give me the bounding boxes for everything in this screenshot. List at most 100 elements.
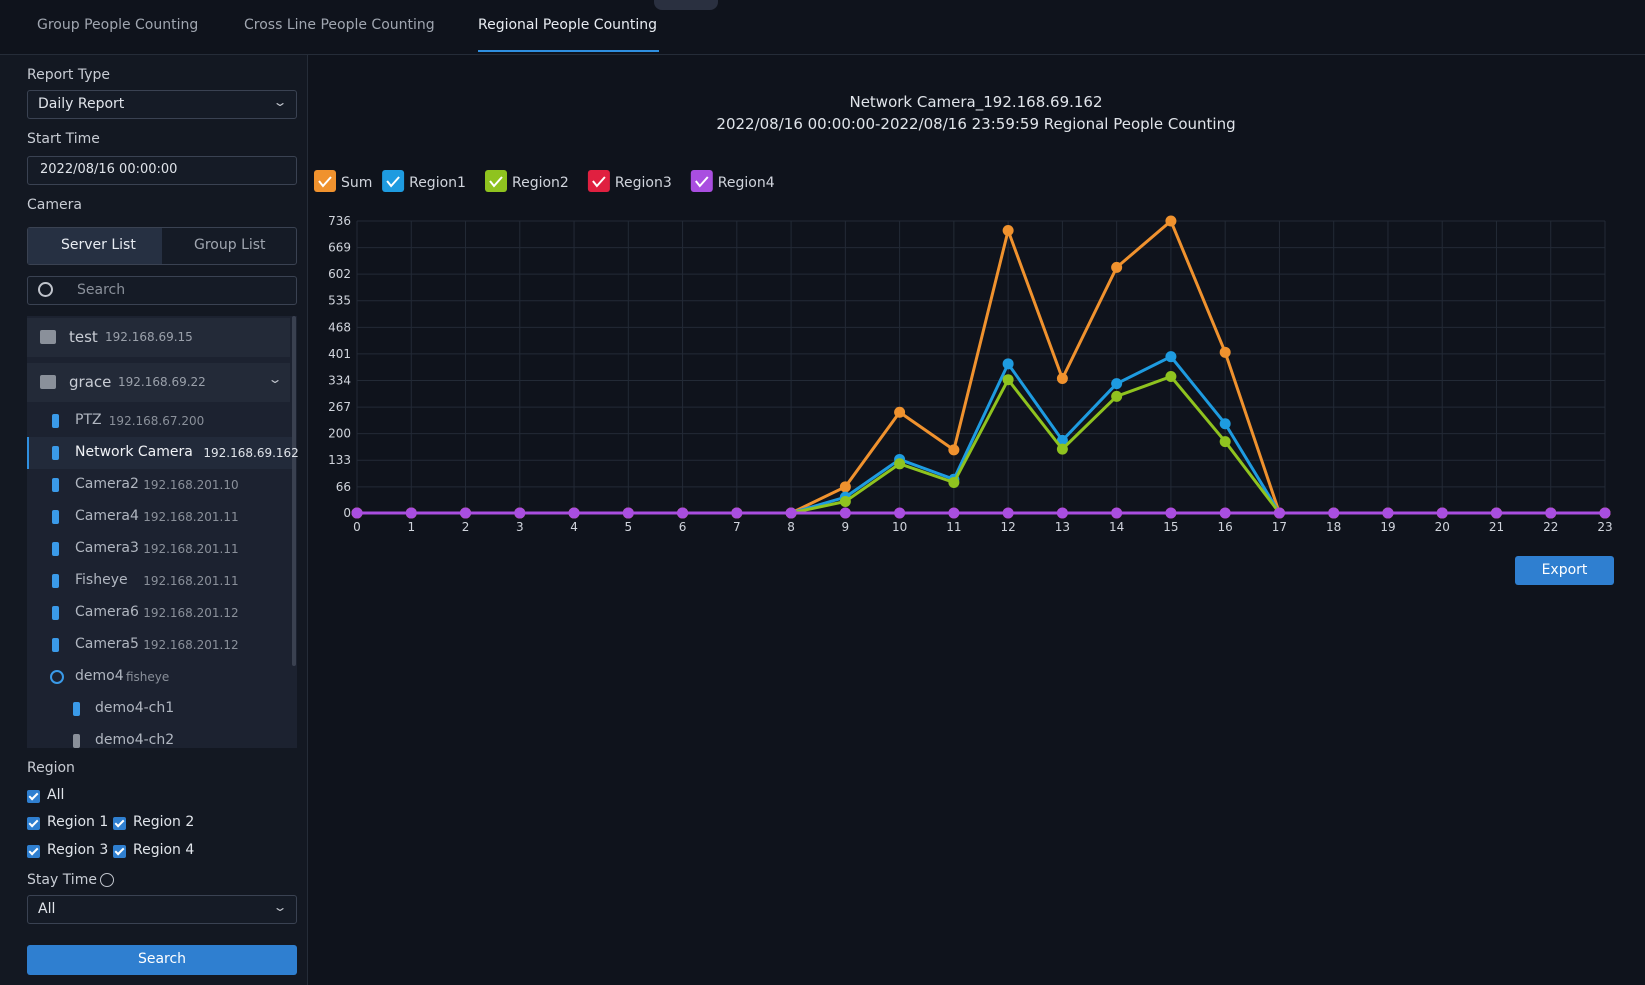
x-tick-label: 5 (624, 520, 632, 534)
x-tick-label: 8 (787, 520, 795, 534)
collapse-handle[interactable] (654, 0, 718, 10)
server-icon (40, 375, 56, 389)
active-tab-indicator (478, 50, 659, 52)
x-tick-label: 17 (1272, 520, 1287, 534)
legend-checkbox[interactable] (314, 170, 336, 192)
camera-icon (50, 670, 64, 684)
dropdown[interactable] (27, 895, 297, 924)
x-tick-label: 19 (1380, 520, 1395, 534)
checkbox[interactable] (27, 817, 40, 830)
y-tick-label: 334 (328, 373, 351, 387)
x-tick-label: 0 (353, 520, 361, 534)
legend-checkbox[interactable] (587, 170, 610, 192)
legend-check (592, 176, 606, 188)
x-tick-label: 16 (1218, 520, 1233, 534)
y-tick-label: 669 (328, 241, 351, 255)
data-point (1111, 378, 1123, 390)
x-tick-label: 18 (1326, 520, 1341, 534)
camera-name[interactable]: Camera2 (75, 476, 139, 492)
server-row[interactable] (27, 363, 290, 402)
data-point (514, 507, 526, 519)
camera-name[interactable]: Network Camera (75, 444, 193, 460)
server-icon (40, 330, 56, 344)
data-point (948, 507, 960, 519)
data-point (894, 458, 906, 470)
camera-name[interactable]: Camera4 (75, 508, 139, 524)
search-input[interactable] (27, 276, 297, 305)
tab[interactable]: Group People Counting (37, 17, 199, 33)
data-point (1219, 418, 1231, 430)
legend-checkbox[interactable] (690, 170, 713, 192)
input[interactable] (27, 156, 297, 185)
checkbox[interactable] (113, 817, 126, 830)
data-point (1111, 390, 1123, 402)
camera-icon (52, 510, 59, 524)
data-point (1056, 373, 1068, 385)
camera-name[interactable]: Camera6 (75, 604, 139, 620)
tab[interactable]: Regional People Counting (478, 17, 658, 33)
data-point (1273, 507, 1285, 519)
legend-label: Region3 (615, 175, 672, 191)
server-ip: 192.168.69.22 (118, 375, 206, 389)
camera-icon (52, 446, 59, 460)
info-icon (100, 873, 114, 887)
x-tick-label: 23 (1597, 520, 1612, 534)
legend-checkbox[interactable] (485, 170, 507, 192)
camera-name[interactable]: Camera3 (75, 540, 139, 556)
x-tick-label: 1 (407, 520, 415, 534)
export-button[interactable] (1515, 556, 1614, 585)
data-point (1545, 507, 1557, 519)
x-tick-label: 9 (842, 520, 850, 534)
checkbox-label: Region 2 (133, 814, 195, 830)
data-point (460, 507, 472, 519)
dropdown[interactable] (27, 90, 297, 119)
checkbox[interactable] (27, 790, 40, 803)
x-tick-label: 13 (1055, 520, 1070, 534)
server-row[interactable] (27, 318, 290, 357)
checkbox[interactable] (27, 845, 40, 858)
data-point (1382, 507, 1394, 519)
y-tick-label: 0 (343, 506, 351, 520)
toggle-option[interactable]: Server List (61, 237, 136, 253)
data-point (839, 507, 851, 519)
camera-name[interactable]: demo4-ch2 (95, 732, 175, 748)
input-value: 2022/08/16 00:00:00 (40, 162, 178, 177)
data-point (1056, 434, 1068, 446)
tab[interactable]: Cross Line People Counting (244, 17, 435, 33)
camera-name[interactable]: demo4-ch1 (95, 700, 175, 716)
legend-check (489, 176, 503, 188)
chevron: ⌄ (272, 95, 288, 109)
export-button-label[interactable]: Export (1541, 562, 1588, 578)
toggle-option[interactable]: Group List (194, 237, 266, 253)
camera-ip: 192.168.201.11 (143, 542, 239, 556)
search-button[interactable] (27, 945, 297, 975)
scrollbar[interactable] (292, 316, 296, 666)
search-icon (38, 282, 53, 297)
legend-label: Region2 (512, 175, 569, 191)
camera-name[interactable]: Fisheye (75, 572, 128, 588)
camera-name[interactable]: demo4 (75, 668, 124, 684)
y-tick-label: 267 (328, 400, 351, 414)
selected-row[interactable] (27, 437, 292, 469)
x-tick-label: 4 (570, 520, 578, 534)
checkbox[interactable] (113, 845, 126, 858)
camera-icon (52, 478, 59, 492)
camera-name[interactable]: PTZ (75, 412, 102, 428)
toggle-active[interactable] (28, 228, 162, 264)
y-tick-label: 66 (336, 480, 351, 494)
camera-icon (52, 638, 59, 652)
camera-name[interactable]: Camera5 (75, 636, 139, 652)
x-tick-label: 22 (1543, 520, 1558, 534)
x-tick-label: 2 (462, 520, 470, 534)
data-point (351, 507, 363, 519)
x-tick-label: 12 (1000, 520, 1015, 534)
camera-ip: 192.168.201.11 (143, 510, 239, 524)
data-point (894, 507, 906, 519)
search-button-label[interactable]: Search (137, 951, 187, 967)
chevron: ⌄ (272, 900, 288, 914)
camera-ip: fisheye (126, 670, 170, 684)
legend-checkbox[interactable] (382, 170, 405, 192)
data-point (1219, 507, 1231, 519)
data-point (1002, 225, 1014, 237)
camera-ip: 192.168.201.12 (143, 606, 239, 620)
